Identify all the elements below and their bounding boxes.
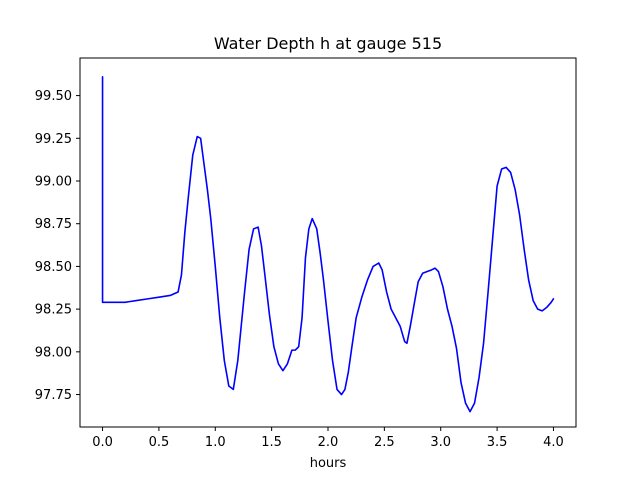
y-tick-label: 98.50 — [35, 260, 72, 275]
axes-frame — [79, 57, 577, 428]
x-tick-label: 1.5 — [261, 435, 282, 450]
x-axis-title: hours — [310, 456, 347, 471]
x-tick-label: 0.0 — [92, 435, 113, 450]
x-tick-label: 0.5 — [149, 435, 170, 450]
y-tick-label: 98.25 — [35, 303, 72, 318]
y-tick-label: 99.25 — [35, 132, 72, 147]
x-tick-label: 2.5 — [374, 435, 395, 450]
y-axis: 97.75 98.00 98.25 98.50 98.75 99.00 99.25 99.50 — [35, 89, 80, 403]
y-tick-label: 97.75 — [35, 388, 72, 403]
y-tick-label: 98.00 — [35, 345, 72, 360]
y-tick-label: 98.75 — [35, 217, 72, 232]
series-line-0 — [101, 75, 555, 413]
x-tick-label: 2.0 — [318, 435, 339, 450]
plot-area — [101, 75, 555, 413]
x-tick-label: 4.0 — [543, 435, 564, 450]
x-tick-label: 1.0 — [205, 435, 226, 450]
y-tick-label: 99.50 — [35, 89, 72, 104]
y-tick-label: 99.00 — [35, 175, 72, 190]
x-axis: 0.0 0.5 1.0 1.5 2.0 2.5 3.0 3.5 4.0 — [92, 427, 564, 450]
chart-title: Water Depth h at gauge 515 — [214, 34, 442, 53]
x-tick-label: 3.0 — [430, 435, 451, 450]
x-tick-label: 3.5 — [487, 435, 508, 450]
